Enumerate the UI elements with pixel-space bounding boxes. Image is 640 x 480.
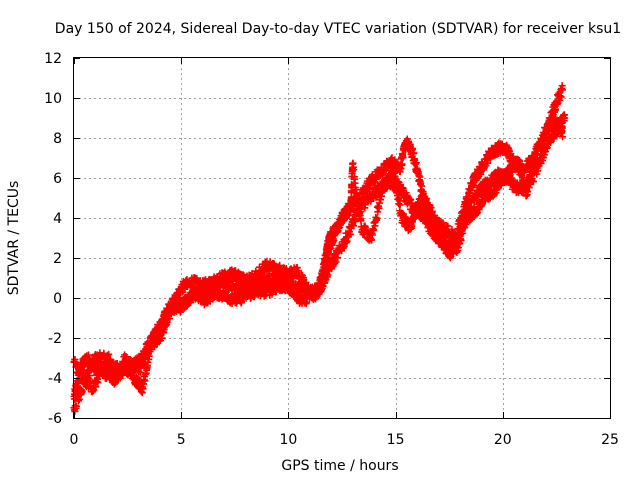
x-tick-label: 20 xyxy=(494,432,512,448)
data-point xyxy=(536,144,544,152)
data-point xyxy=(350,222,358,230)
grid xyxy=(74,58,610,418)
data-point xyxy=(431,211,439,219)
y-tick-label: -4 xyxy=(48,371,62,387)
x-tick-label: 25 xyxy=(601,432,619,448)
data-point xyxy=(371,178,379,186)
data-point xyxy=(78,387,86,395)
data-point xyxy=(384,181,392,189)
data-point xyxy=(459,229,467,237)
data-point xyxy=(158,334,166,342)
data-point xyxy=(276,261,284,269)
data-point xyxy=(539,137,547,145)
data-point xyxy=(398,160,406,168)
x-axis-title: GPS time / hours xyxy=(281,458,398,474)
data-point xyxy=(94,379,102,387)
y-tick-label: 0 xyxy=(53,291,62,307)
x-tick-label: 0 xyxy=(70,432,79,448)
data-point xyxy=(122,368,130,376)
data-point xyxy=(334,254,342,262)
data-point xyxy=(433,217,441,225)
data-point xyxy=(89,364,97,372)
data-point xyxy=(416,205,424,213)
data-point xyxy=(470,181,478,189)
data-point xyxy=(378,189,386,197)
data-point xyxy=(75,397,83,405)
y-tick-label: 4 xyxy=(53,211,62,227)
data-point xyxy=(396,201,404,209)
data-point xyxy=(558,124,566,132)
data-series xyxy=(70,82,569,415)
y-tick-label: 8 xyxy=(53,131,62,147)
data-point xyxy=(313,292,321,300)
plot-frame xyxy=(73,57,611,419)
y-tick-label: -2 xyxy=(48,331,62,347)
data-point xyxy=(344,211,352,219)
data-point xyxy=(72,402,80,410)
data-point xyxy=(427,204,435,212)
data-point xyxy=(368,236,376,244)
data-point xyxy=(435,221,443,229)
data-point xyxy=(370,226,378,234)
data-point xyxy=(557,93,565,101)
y-tick-label: 10 xyxy=(44,91,62,107)
data-point xyxy=(515,161,523,169)
axis-ticks: 0 5 10 15 20 25 -6 -4 -2 0 2 4 6 8 10 12 xyxy=(44,51,619,448)
data-point xyxy=(461,224,469,232)
data-point xyxy=(529,164,537,172)
y-axis-title: SDTVAR / TECUs xyxy=(6,181,22,296)
data-point xyxy=(357,217,365,225)
y-tick-label: -6 xyxy=(48,411,62,427)
y-tick-label: 2 xyxy=(53,251,62,267)
data-point xyxy=(527,174,535,182)
data-point xyxy=(112,360,120,368)
data-point xyxy=(350,166,358,174)
data-point xyxy=(368,231,376,239)
y-tick-label: 6 xyxy=(53,171,62,187)
data-point xyxy=(559,86,567,94)
data-point xyxy=(552,105,560,113)
data-point xyxy=(457,236,465,244)
data-point xyxy=(105,350,113,358)
data-point xyxy=(410,149,418,157)
data-point xyxy=(407,195,415,203)
data-point xyxy=(136,368,144,376)
data-point xyxy=(95,372,103,380)
data-point xyxy=(75,395,83,403)
data-point xyxy=(319,270,327,278)
y-tick-label: 12 xyxy=(44,51,62,67)
chart-title: Day 150 of 2024, Sidereal Day-to-day VTE… xyxy=(55,21,621,37)
x-tick-label: 10 xyxy=(279,432,297,448)
data-point xyxy=(85,351,93,359)
data-point xyxy=(255,273,263,281)
data-point xyxy=(141,370,149,378)
data-point xyxy=(399,154,407,162)
series-track-c xyxy=(70,114,567,415)
data-point xyxy=(561,114,569,122)
data-point xyxy=(373,214,381,222)
data-point xyxy=(346,230,354,238)
data-point xyxy=(541,131,549,139)
x-tick-label: 5 xyxy=(177,432,186,448)
data-point xyxy=(332,258,340,266)
data-point xyxy=(354,199,362,207)
data-point xyxy=(294,289,302,297)
data-point xyxy=(559,133,567,141)
data-point xyxy=(377,196,385,204)
data-point xyxy=(141,377,149,385)
x-tick-label: 15 xyxy=(387,432,405,448)
